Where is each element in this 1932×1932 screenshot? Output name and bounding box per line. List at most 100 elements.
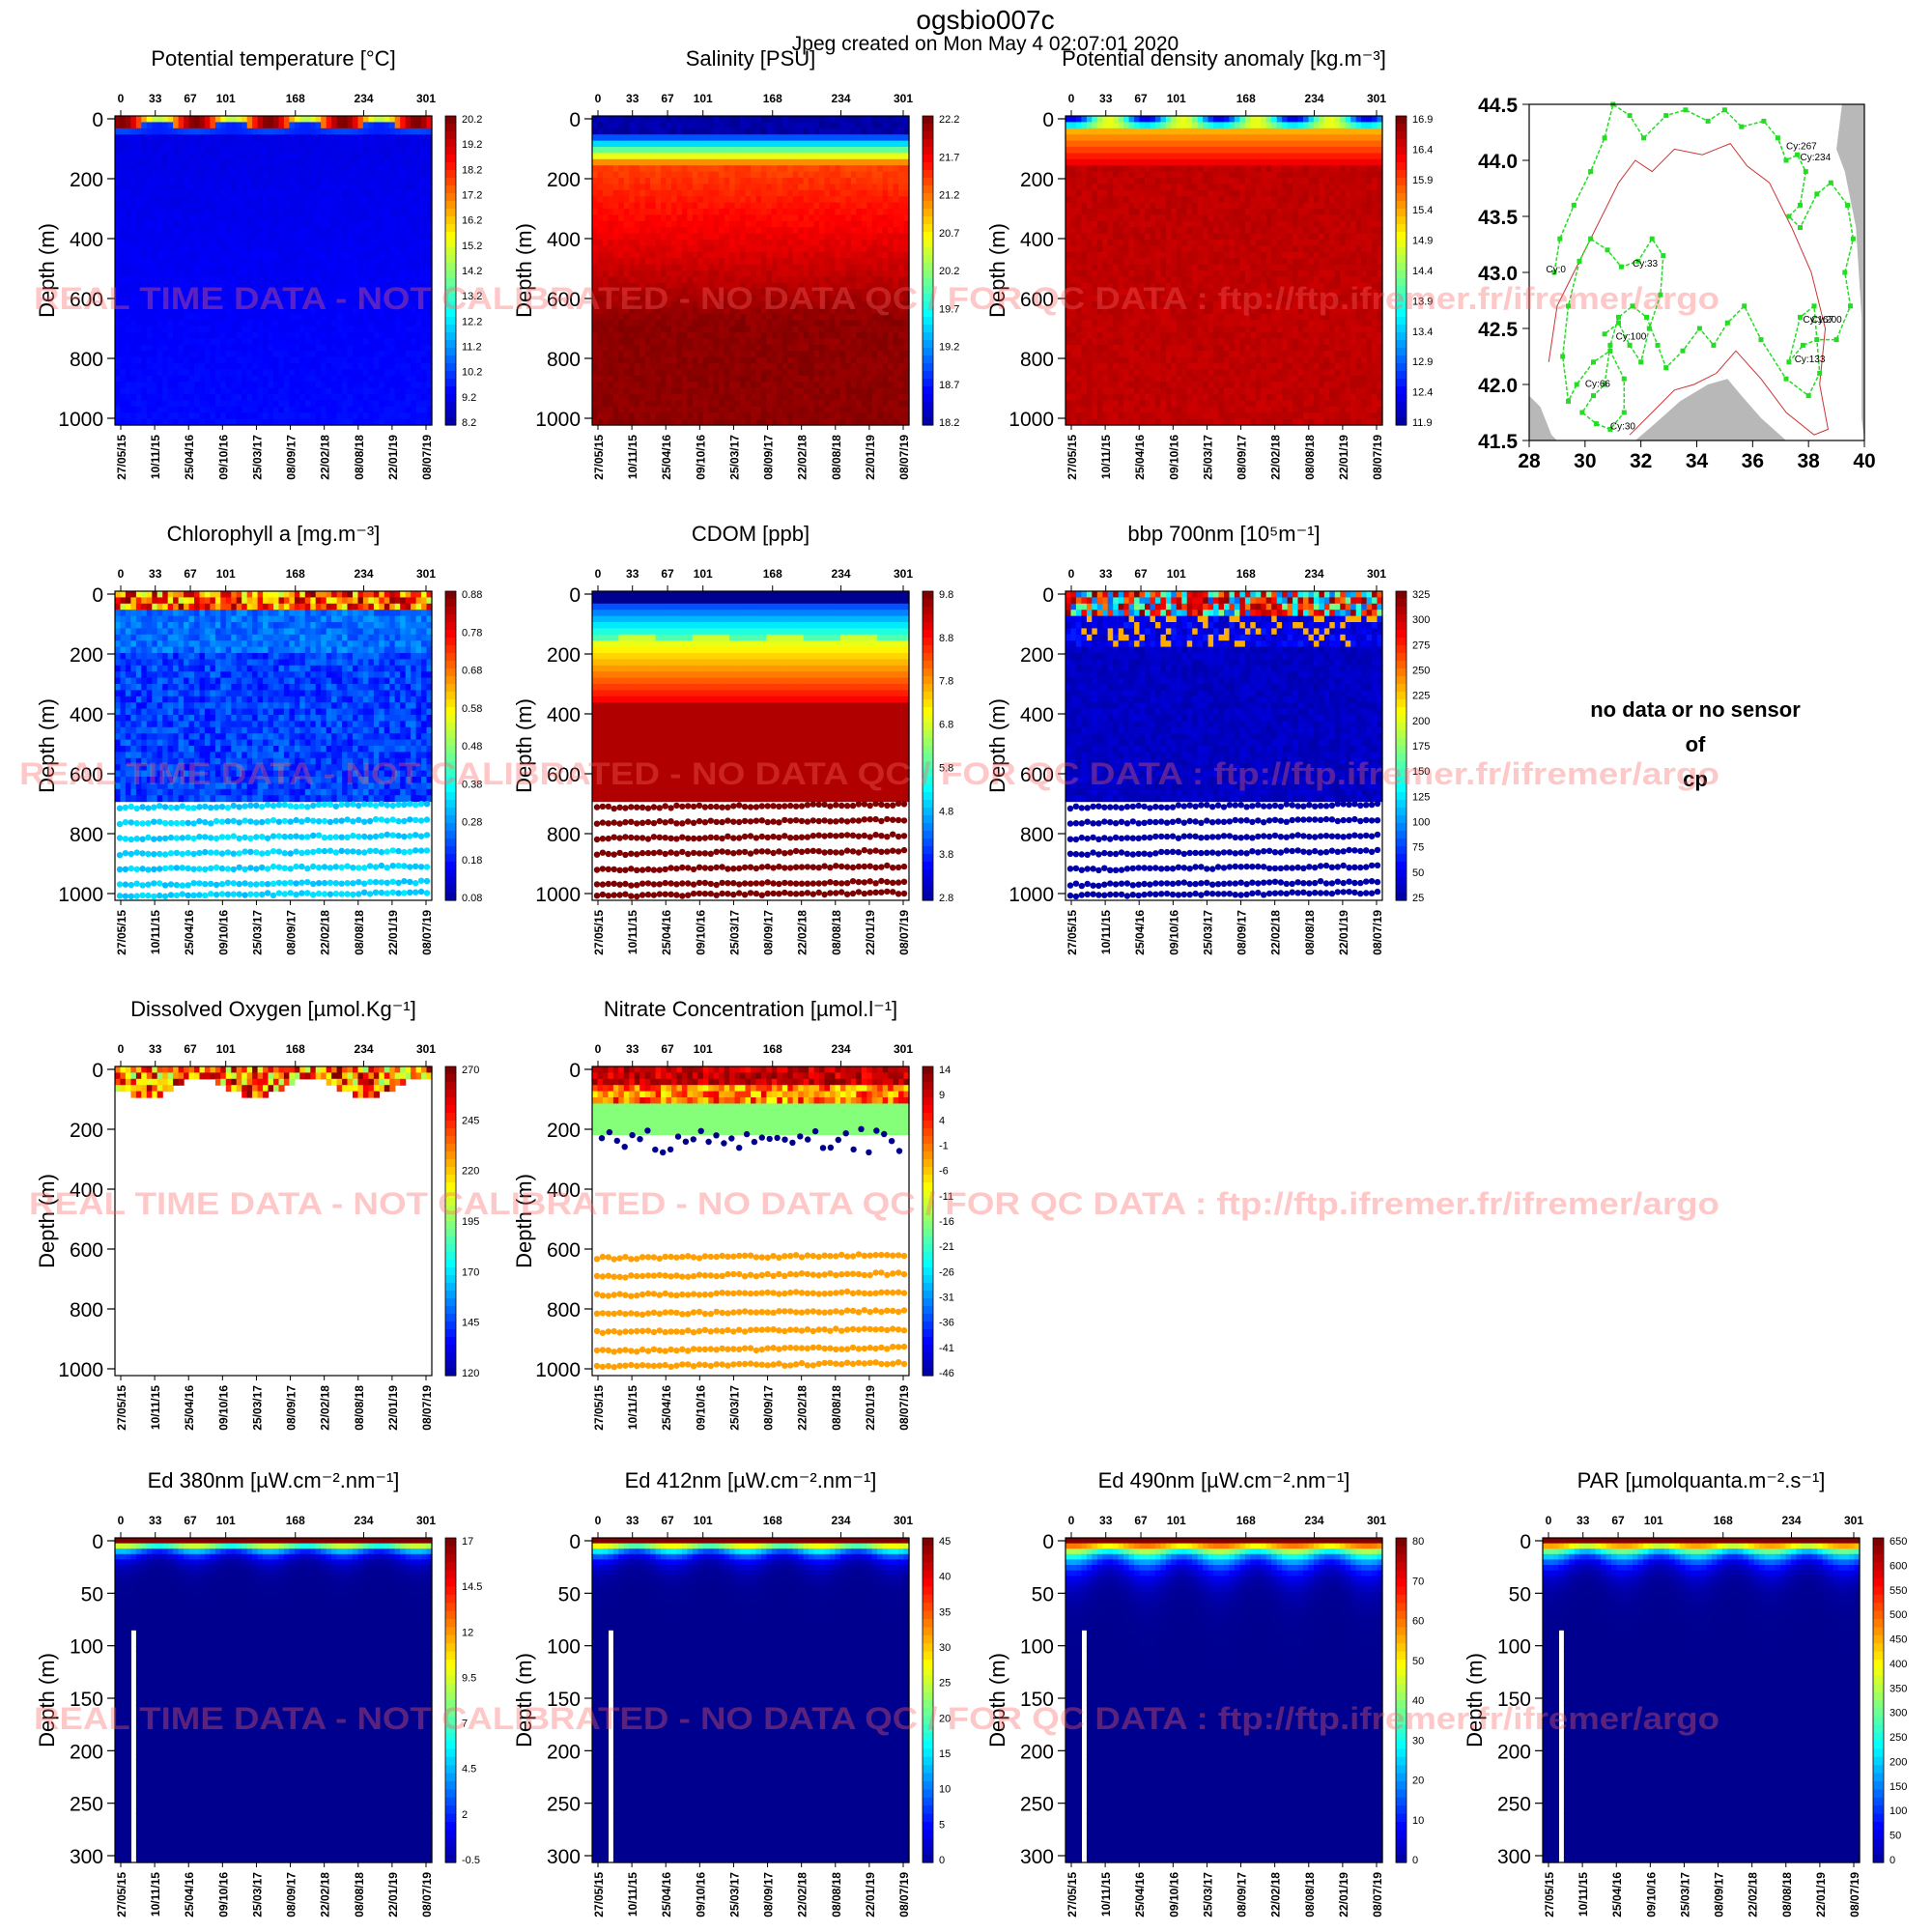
heat-cell: [168, 394, 174, 401]
heat-cell: [237, 388, 242, 395]
heat-cell: [184, 221, 189, 228]
heat-cell: [200, 400, 206, 407]
heat-cell: [205, 388, 211, 395]
heat-cell: [263, 376, 269, 383]
heat-cell: [258, 141, 264, 148]
heat-cell: [141, 320, 147, 327]
heat-cell: [173, 184, 179, 190]
heat-cell: [152, 412, 157, 419]
heat-cell: [168, 178, 174, 185]
heat-cell: [273, 147, 279, 154]
heat-cell: [152, 209, 157, 215]
heat-cell: [242, 376, 247, 383]
heat-cell: [258, 178, 264, 185]
heat-cell: [215, 141, 221, 148]
heat-cell: [200, 412, 206, 419]
heat-cell: [189, 332, 195, 339]
heat-cell: [231, 351, 237, 357]
heat-cell: [194, 178, 200, 185]
heat-cell: [215, 245, 221, 252]
heat-cell: [263, 122, 269, 128]
heat-cell: [215, 184, 221, 190]
heat-cell: [168, 172, 174, 179]
heat-cell: [226, 184, 232, 190]
heat-cell: [184, 147, 189, 154]
heat-cell: [126, 327, 131, 333]
heat-cell: [173, 388, 179, 395]
heat-cell: [226, 369, 232, 376]
heat-cell: [189, 116, 195, 123]
heat-cell: [184, 128, 189, 135]
heat-cell: [147, 338, 153, 345]
heat-cell: [215, 159, 221, 166]
heat-cell: [115, 141, 121, 148]
heat-cell: [152, 153, 157, 159]
heat-cell: [173, 400, 179, 407]
heat-cell: [273, 141, 279, 148]
heat-cell: [231, 178, 237, 185]
heat-cell: [263, 412, 269, 419]
heat-cell: [136, 227, 142, 234]
heat-cell: [258, 270, 264, 277]
heat-cell: [210, 147, 215, 154]
heat-cell: [215, 265, 221, 271]
heat-cell: [173, 221, 179, 228]
heat-cell: [126, 165, 131, 172]
heat-cell: [237, 265, 242, 271]
heat-cell: [173, 227, 179, 234]
heat-cell: [194, 234, 200, 241]
heat-cell: [121, 147, 127, 154]
heat-cell: [157, 270, 163, 277]
heat-cell: [231, 252, 237, 259]
heat-cell: [269, 338, 274, 345]
heat-cell: [210, 214, 215, 221]
heat-cell: [263, 153, 269, 159]
heat-cell: [242, 388, 247, 395]
heat-cell: [157, 320, 163, 327]
heat-cell: [115, 165, 121, 172]
heat-cell: [136, 351, 142, 357]
heat-cell: [210, 382, 215, 388]
heat-cell: [130, 357, 136, 364]
heat-cell: [179, 400, 185, 407]
heat-cell: [263, 332, 269, 339]
heat-cell: [162, 178, 168, 185]
heat-cell: [231, 122, 237, 128]
heat-cell: [205, 209, 211, 215]
heat-cell: [147, 227, 153, 234]
heat-cell: [220, 388, 226, 395]
heat-cell: [168, 159, 174, 166]
heat-cell: [130, 265, 136, 271]
heat-cell: [252, 382, 258, 388]
heat-cell: [231, 357, 237, 364]
heat-cell: [173, 394, 179, 401]
heat-cell: [168, 320, 174, 327]
heat-cell: [189, 369, 195, 376]
heat-cell: [258, 227, 264, 234]
heat-cell: [205, 128, 211, 135]
heat-cell: [130, 388, 136, 395]
heat-cell: [152, 394, 157, 401]
heat-cell: [263, 141, 269, 148]
heat-cell: [157, 214, 163, 221]
heat-cell: [210, 116, 215, 123]
heat-cell: [231, 258, 237, 265]
heat-cell: [130, 214, 136, 221]
heat-cell: [242, 332, 247, 339]
heat-cell: [168, 412, 174, 419]
heat-cell: [130, 234, 136, 241]
heat-cell: [205, 345, 211, 352]
heat-cell: [252, 265, 258, 271]
heat-cell: [200, 258, 206, 265]
heat-cell: [173, 363, 179, 370]
heat-cell: [210, 128, 215, 135]
heat-cell: [189, 209, 195, 215]
heat-cell: [200, 203, 206, 210]
heat-cell: [258, 153, 264, 159]
heat-cell: [130, 351, 136, 357]
heat-cell: [194, 265, 200, 271]
heat-cell: [141, 369, 147, 376]
heat-cell: [115, 159, 121, 166]
heat-cell: [263, 270, 269, 277]
heat-cell: [252, 153, 258, 159]
